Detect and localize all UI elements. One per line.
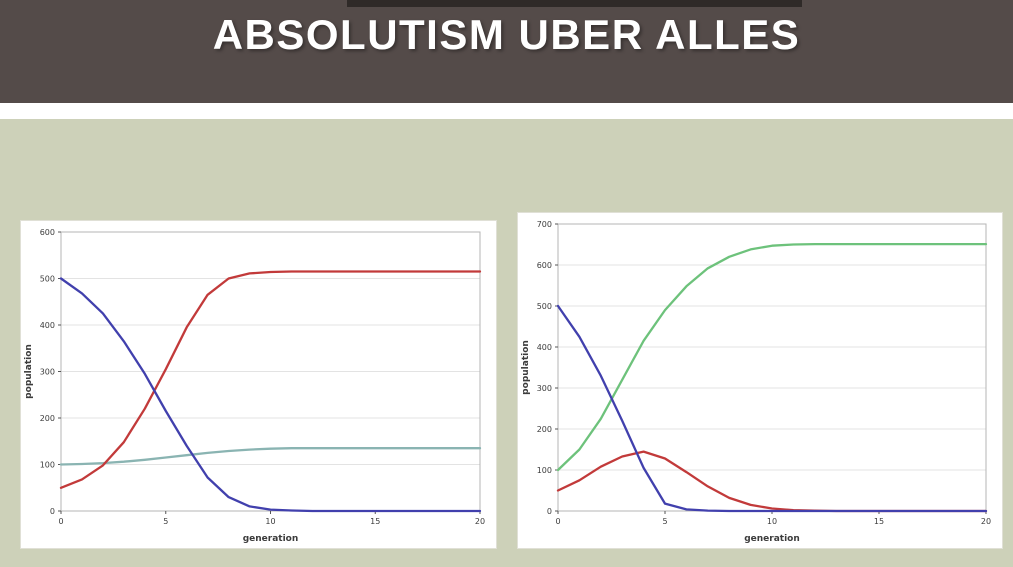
x-tick-label: 0: [555, 517, 560, 526]
x-tick-label: 10: [265, 517, 275, 526]
y-tick-label: 0: [50, 507, 55, 516]
y-tick-label: 400: [537, 343, 552, 352]
plot-box: [557, 223, 987, 512]
series-green-rising-line: [556, 242, 988, 472]
y-tick-label: 0: [547, 507, 552, 516]
page-header: ABSOLUTISM UBER ALLES: [0, 0, 1013, 103]
x-axis-label: generation: [744, 534, 800, 544]
y-tick-label: 300: [40, 368, 55, 377]
x-axis-label: generation: [243, 534, 299, 544]
series-blue-declining-line: [59, 277, 482, 513]
series-blue-declining-line: [556, 304, 988, 513]
series-teal-stable-line: [59, 447, 482, 466]
y-tick-label: 700: [537, 220, 552, 229]
x-tick-label: 20: [981, 517, 991, 526]
y-axis-label: population: [521, 340, 531, 395]
right-population-chart: 0 100 200 300 400 500 600 700 0 5 10 15 20 generation…: [518, 213, 1002, 548]
y-tick-label: 100: [40, 461, 55, 470]
x-tick-label: 10: [767, 517, 777, 526]
header-top-strip: [347, 0, 802, 7]
y-tick-label: 200: [537, 425, 552, 434]
header-divider: [0, 103, 1013, 119]
y-tick-label: 100: [537, 466, 552, 475]
chart-panel-right: 0 100 200 300 400 500 600 700 0 5 10 15 20 generation…: [517, 212, 1003, 549]
x-tick-label: 15: [370, 517, 380, 526]
x-tick-label: 20: [475, 517, 485, 526]
series-red-rising-line: [59, 270, 482, 489]
y-tick-label: 200: [40, 414, 55, 423]
x-tick-label: 15: [874, 517, 884, 526]
series-red-transient-line: [556, 450, 988, 513]
content-area: 0 100 200 300 400 500 600 0 5 10 15 20 generation pop…: [0, 119, 1013, 567]
x-tick-label: 0: [58, 517, 63, 526]
y-tick-label: 500: [537, 302, 552, 311]
y-tick-label: 500: [40, 275, 55, 284]
y-tick-label: 600: [40, 228, 55, 237]
left-population-chart: 0 100 200 300 400 500 600 0 5 10 15 20 generation pop…: [21, 221, 496, 548]
y-tick-label: 300: [537, 384, 552, 393]
chart-panel-left: 0 100 200 300 400 500 600 0 5 10 15 20 generation pop…: [20, 220, 497, 549]
x-tick-label: 5: [163, 517, 168, 526]
x-tick-label: 5: [662, 517, 667, 526]
y-tick-label: 600: [537, 261, 552, 270]
y-axis-label: population: [24, 344, 34, 399]
y-tick-label: 400: [40, 321, 55, 330]
page-title: ABSOLUTISM UBER ALLES: [212, 11, 801, 58]
